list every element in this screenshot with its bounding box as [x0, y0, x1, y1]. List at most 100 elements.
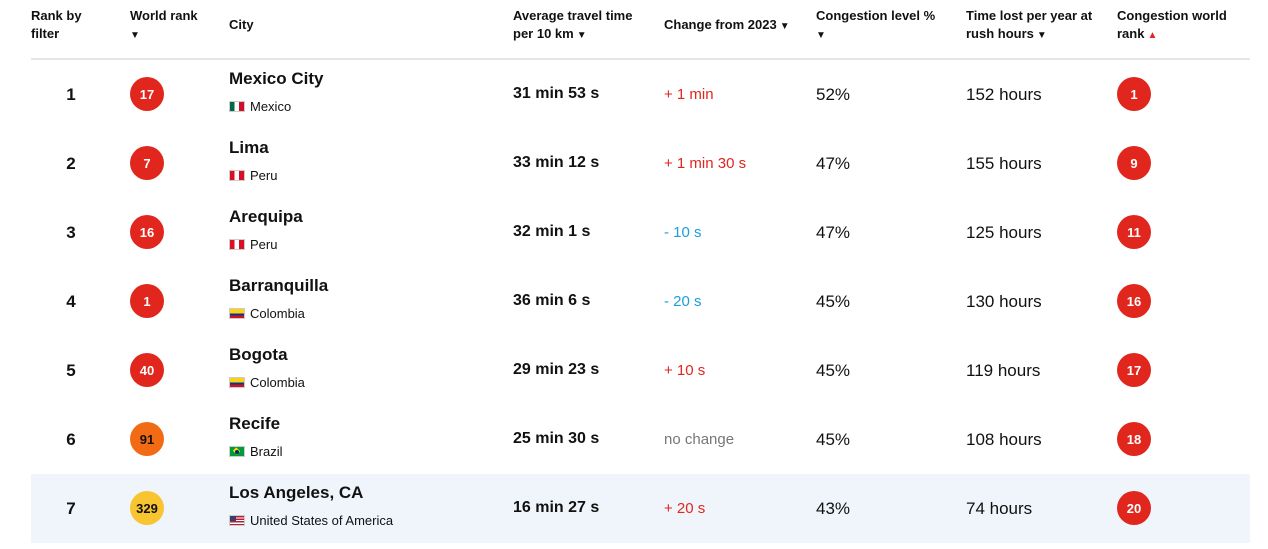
country-name: Colombia — [250, 306, 305, 321]
country-name: Brazil — [250, 444, 283, 459]
congestion-world-rank-badge: 18 — [1117, 422, 1151, 456]
table-row[interactable]: 4 1 Barranquilla Colombia 36 min 6 s - 20 s 45… — [31, 267, 1250, 336]
city-name[interactable]: Arequipa — [229, 207, 303, 226]
time-lost-per-year: 119 hours — [966, 361, 1041, 380]
average-travel-time: 31 min 53 s — [513, 85, 600, 102]
congestion-world-rank-badge: 17 — [1117, 353, 1151, 387]
header-time-lost[interactable]: Time lost per year at rush hours ▼ — [966, 8, 1093, 41]
mx-flag-icon — [229, 101, 245, 112]
us-flag-icon — [229, 515, 245, 526]
world-rank-badge: 7 — [130, 146, 164, 180]
sort-down-icon: ▼ — [1036, 30, 1047, 41]
congestion-level: 47% — [816, 223, 851, 242]
sort-up-icon: ▲ — [1147, 30, 1158, 41]
time-lost-per-year: 125 hours — [966, 223, 1042, 242]
pe-flag-icon — [229, 170, 245, 181]
congestion-level: 43% — [816, 499, 851, 518]
city-name[interactable]: Mexico City — [229, 69, 324, 88]
city-cell[interactable]: Los Angeles, CA United States of America — [229, 483, 393, 528]
time-lost-per-year: 108 hours — [966, 430, 1042, 449]
average-travel-time: 36 min 6 s — [513, 292, 591, 309]
congestion-world-rank-badge: 11 — [1117, 215, 1151, 249]
time-lost-per-year: 130 hours — [966, 292, 1042, 311]
table-body: 1 17 Mexico City Mexico 31 min 53 s + 1 min 52… — [31, 60, 1250, 543]
congestion-world-rank-badge: 1 — [1117, 77, 1151, 111]
header-city[interactable]: City — [229, 17, 254, 32]
city-cell[interactable]: Arequipa Peru — [229, 207, 303, 252]
average-travel-time: 25 min 30 s — [513, 430, 600, 447]
change-from-2023: - 10 s — [664, 224, 702, 241]
rank-by-filter: 2 — [66, 154, 76, 173]
world-rank-badge: 329 — [130, 491, 164, 525]
change-from-2023: + 20 s — [664, 500, 706, 517]
header-world-rank[interactable]: World rank ▼ — [130, 8, 198, 41]
country-name: Peru — [250, 168, 278, 183]
city-cell[interactable]: Barranquilla Colombia — [229, 276, 328, 321]
average-travel-time: 16 min 27 s — [513, 499, 600, 516]
table-row[interactable]: 3 16 Arequipa Peru 32 min 1 s - 10 s 47% 125 ho… — [31, 198, 1250, 267]
sort-down-icon: ▼ — [779, 21, 790, 32]
congestion-level: 45% — [816, 430, 851, 449]
rank-by-filter: 6 — [66, 430, 76, 449]
change-from-2023: + 1 min 30 s — [664, 155, 747, 172]
table-header: Rank by filter World rank ▼ City Average… — [31, 0, 1250, 60]
city-cell[interactable]: Bogota Colombia — [229, 345, 305, 390]
change-from-2023: - 20 s — [664, 293, 702, 310]
congestion-level: 45% — [816, 361, 851, 380]
city-cell[interactable]: Lima Peru — [229, 138, 277, 183]
city-name[interactable]: Lima — [229, 138, 269, 157]
city-cell[interactable]: Mexico City Mexico — [229, 69, 323, 114]
congestion-world-rank-badge: 9 — [1117, 146, 1151, 180]
rank-by-filter: 4 — [66, 292, 76, 311]
time-lost-per-year: 74 hours — [966, 499, 1033, 518]
congestion-world-rank-badge: 20 — [1117, 491, 1151, 525]
city-name[interactable]: Los Angeles, CA — [229, 483, 364, 502]
header-congestion-level[interactable]: Congestion level % ▼ — [816, 8, 936, 41]
table-row[interactable]: 1 17 Mexico City Mexico 31 min 53 s + 1 min 52… — [31, 60, 1250, 129]
city-cell[interactable]: Recife Brazil — [229, 414, 283, 459]
average-travel-time: 33 min 12 s — [513, 154, 600, 171]
country-name: Mexico — [250, 99, 292, 114]
table-row[interactable]: 6 91 Recife Brazil 25 min 30 s no change 45% 10… — [31, 405, 1250, 474]
table-row[interactable]: 7 329 Los Angeles, CA United States of Amer… — [31, 474, 1250, 543]
congestion-level: 45% — [816, 292, 851, 311]
world-rank-badge: 16 — [130, 215, 164, 249]
city-name[interactable]: Bogota — [229, 345, 288, 364]
change-from-2023: + 1 min — [664, 86, 714, 103]
world-rank-badge: 17 — [130, 77, 164, 111]
rank-by-filter: 1 — [66, 85, 76, 104]
co-flag-icon — [229, 377, 245, 388]
congestion-level: 47% — [816, 154, 851, 173]
sort-down-icon: ▼ — [576, 30, 587, 41]
rank-by-filter: 7 — [66, 499, 76, 518]
country-name: United States of America — [250, 513, 394, 528]
sort-down-icon: ▼ — [130, 30, 140, 41]
change-from-2023: no change — [664, 431, 735, 448]
change-from-2023: + 10 s — [664, 362, 706, 379]
world-rank-badge: 1 — [130, 284, 164, 318]
table-row[interactable]: 5 40 Bogota Colombia 29 min 23 s + 10 s 45% 119… — [31, 336, 1250, 405]
header-rank-by-filter[interactable]: Rank by filter — [31, 8, 82, 41]
br-flag-icon — [229, 446, 245, 457]
congestion-level: 52% — [816, 85, 851, 104]
city-name[interactable]: Recife — [229, 414, 281, 433]
average-travel-time: 29 min 23 s — [513, 361, 600, 378]
rank-by-filter: 5 — [66, 361, 76, 380]
city-name[interactable]: Barranquilla — [229, 276, 329, 295]
rank-by-filter: 3 — [66, 223, 76, 242]
congestion-ranking-table: Rank by filter World rank ▼ City Average… — [31, 0, 1250, 543]
country-name: Colombia — [250, 375, 305, 390]
time-lost-per-year: 152 hours — [966, 85, 1042, 104]
congestion-world-rank-badge: 16 — [1117, 284, 1151, 318]
header-average-travel-time[interactable]: Average travel time per 10 km ▼ — [513, 8, 633, 41]
average-travel-time: 32 min 1 s — [513, 223, 591, 240]
sort-down-icon: ▼ — [816, 30, 826, 41]
pe-flag-icon — [229, 239, 245, 250]
header-congestion-world-rank[interactable]: Congestion world rank ▲ — [1117, 8, 1227, 41]
world-rank-badge: 91 — [130, 422, 164, 456]
co-flag-icon — [229, 308, 245, 319]
table-row[interactable]: 2 7 Lima Peru 33 min 12 s + 1 min 30 s 47% 155 … — [31, 129, 1250, 198]
world-rank-badge: 40 — [130, 353, 164, 387]
header-change-from-2023[interactable]: Change from 2023 ▼ — [664, 17, 790, 32]
time-lost-per-year: 155 hours — [966, 154, 1042, 173]
